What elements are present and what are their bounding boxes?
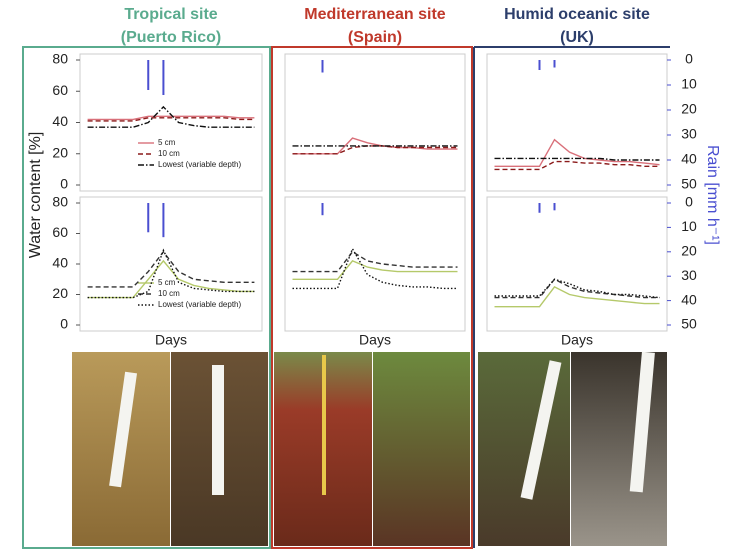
y-tick-label: 40 [52,113,68,129]
column-subtitle: (Spain) [348,29,402,46]
y-tick-label: 20 [52,285,68,301]
panel: 5 cm 10 cm Lowest (variable depth) [80,54,262,191]
plot-frame [285,197,465,331]
legend-label: 10 cm [158,289,180,298]
y2-axis-label: Rain [mm h⁻¹] [704,145,721,245]
rain-bar [539,203,541,213]
rain-bar [539,60,541,70]
rain-bar [162,203,164,237]
panel [487,54,667,191]
y-tick-label: 0 [60,316,68,332]
x-axis-label: Days [561,332,593,348]
y2-tick-label: 0 [685,194,693,210]
y2-tick-label: 20 [681,243,697,259]
y2-tick-label: 50 [681,176,697,192]
rain-bar [322,60,324,73]
y2-tick-label: 30 [681,267,697,283]
plot-frame [80,54,262,191]
y2-tick-label: 40 [681,291,697,307]
photo [373,352,470,546]
panel [285,54,465,191]
y2-tick-label: 0 [685,51,693,67]
y2-tick-label: 10 [681,76,697,92]
y-tick-label: 20 [52,144,68,160]
figure: 5 cm 10 cm Lowest (variable depth) Tropical… [0,0,729,550]
legend-label: 10 cm [158,149,180,158]
y-axis-label: Water content [%] [27,132,44,259]
y-tick-label: 60 [52,224,68,240]
y2-tick-label: 10 [681,218,697,234]
rain-bar [554,60,556,68]
panel [487,197,667,331]
column-title: Humid oceanic site [504,6,650,23]
column-subtitle: (Puerto Rico) [121,29,221,46]
legend-label: 5 cm [158,278,176,287]
y2-tick-label: 20 [681,101,697,117]
plot-frame [487,54,667,191]
ruler [322,355,326,495]
column-title: Tropical site [124,6,217,23]
rain-bar [147,60,149,90]
y2-tick-label: 50 [681,316,697,332]
rain-bar [322,203,324,215]
panel: 5 cm 10 cm Lowest (variable depth) [80,197,262,331]
x-axis-label: Days [359,332,391,348]
x-axis-label: Days [155,332,187,348]
plot-frame [487,197,667,331]
legend-label: Lowest (variable depth) [158,160,241,169]
rain-bar [147,203,149,232]
column-title: Mediterranean site [304,6,445,23]
plot-frame [80,197,262,331]
y-tick-label: 60 [52,82,68,98]
column-subtitle: (UK) [560,29,594,46]
plot-frame [285,54,465,191]
y-tick-label: 0 [60,176,68,192]
y2-tick-label: 30 [681,126,697,142]
ruler [212,365,224,495]
rain-bar [554,203,556,210]
photos [72,352,667,546]
y2-tick-label: 40 [681,151,697,167]
legend-label: Lowest (variable depth) [158,300,241,309]
legend-label: 5 cm [158,138,176,147]
y-tick-label: 40 [52,255,68,271]
panel [285,197,465,331]
y-tick-label: 80 [52,51,68,67]
rain-bar [162,60,164,95]
y-tick-label: 80 [52,194,68,210]
photo [571,352,667,546]
